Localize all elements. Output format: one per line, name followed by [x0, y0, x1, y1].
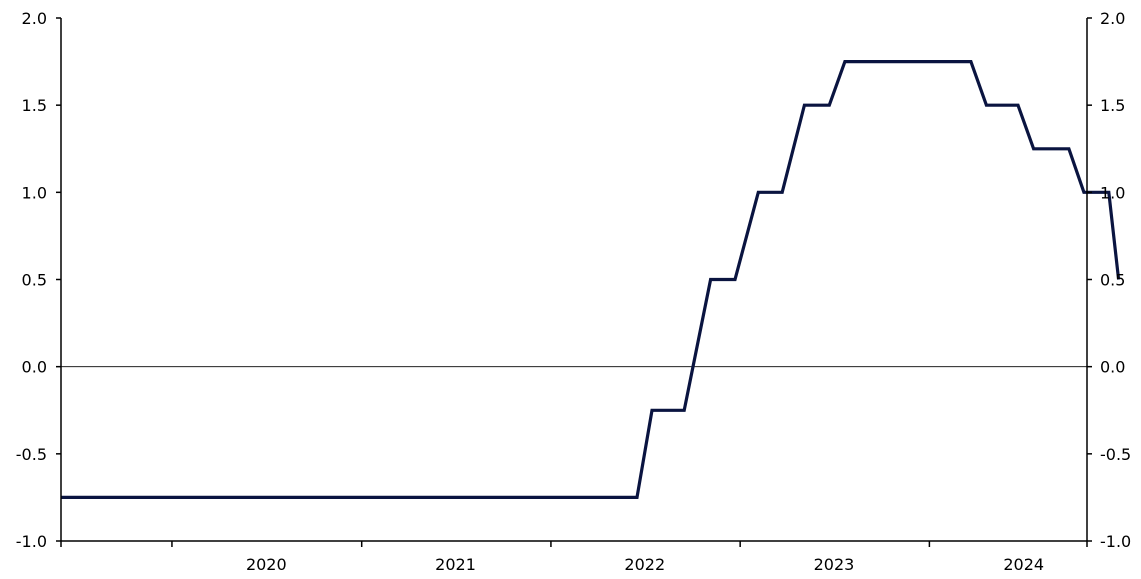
y-tick-label-left: 1.0: [22, 183, 47, 202]
y-tick-label-right: 2.0: [1100, 9, 1125, 28]
x-tick-label: 2024: [1003, 555, 1044, 574]
y-tick-label-right: -1.0: [1100, 532, 1131, 551]
series-layer: [61, 60, 1121, 499]
labels-layer: 2.0 2.0 1.5 1.5 1.0 1.0 0.5 0.5 0.0 0.0 -0.5 -0.5 -1…: [16, 9, 1131, 574]
y-tick-label-left: 0.5: [22, 271, 47, 290]
y-tick-label-left: -0.5: [16, 445, 47, 464]
x-tick-label: 2020: [246, 555, 287, 574]
y-tick-label-right: 1.0: [1100, 183, 1125, 202]
y-tick-label-right: 0.5: [1100, 271, 1125, 290]
y-tick-label-right: 0.0: [1100, 358, 1125, 377]
y-tick-label-left: -1.0: [16, 532, 47, 551]
x-tick-label: 2021: [435, 555, 476, 574]
axes-layer: [56, 17, 1092, 547]
x-tick-label: 2023: [814, 555, 855, 574]
series-line-0: [61, 60, 1121, 499]
y-tick-label-left: 0.0: [22, 358, 47, 377]
y-tick-label-left: 1.5: [22, 96, 47, 115]
y-tick-label-right: 1.5: [1100, 96, 1125, 115]
y-tick-label-left: 2.0: [22, 9, 47, 28]
y-tick-label-right: -0.5: [1100, 445, 1131, 464]
x-tick-label: 2022: [624, 555, 665, 574]
